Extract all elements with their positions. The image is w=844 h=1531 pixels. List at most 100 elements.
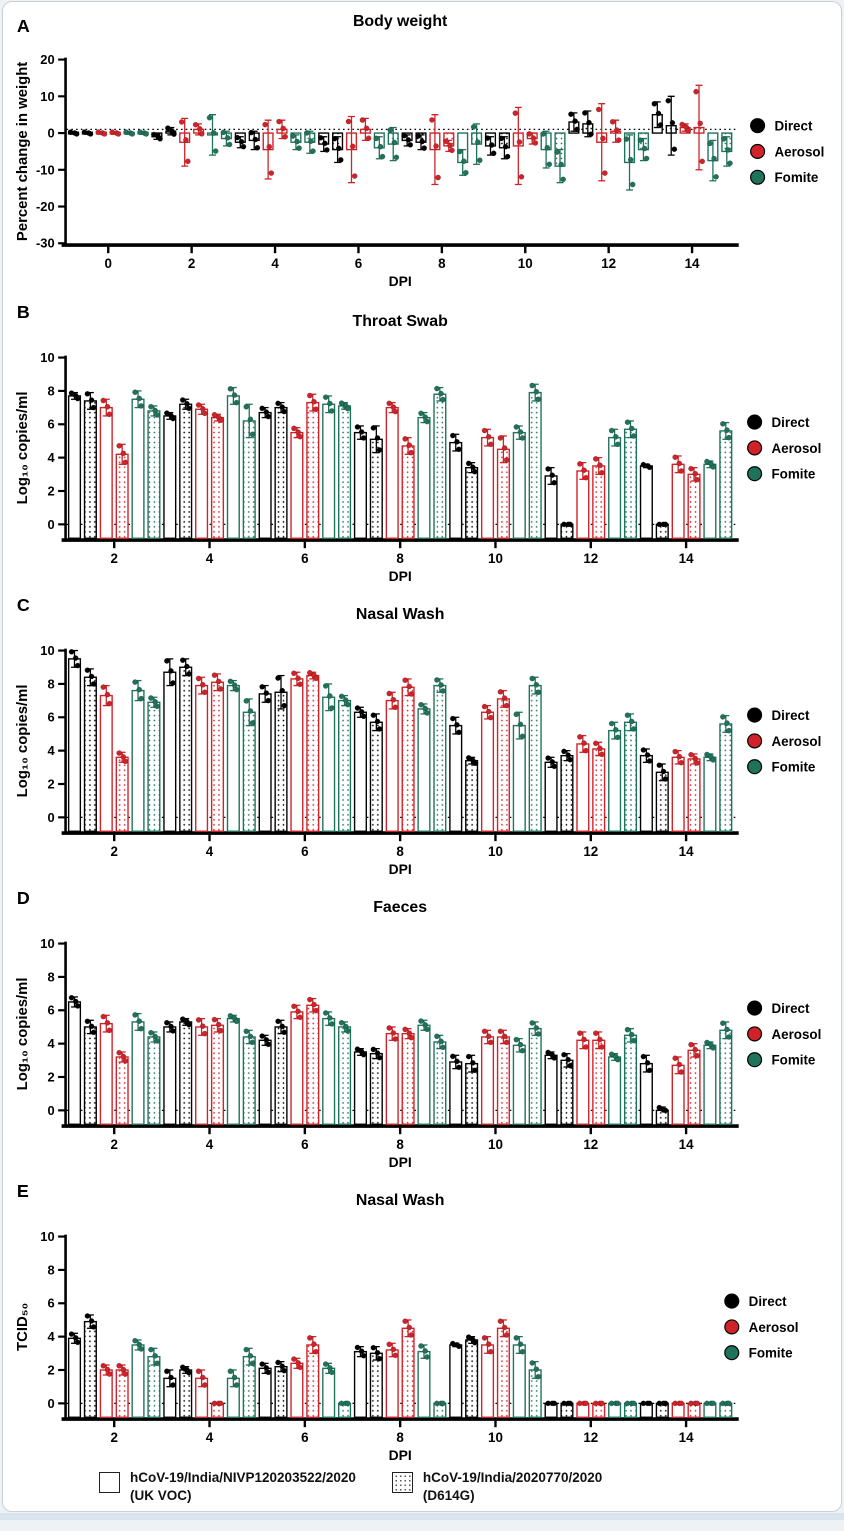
data-point	[215, 678, 222, 685]
data-point	[164, 657, 170, 664]
x-tick-label: 4	[206, 1430, 214, 1445]
data-point	[567, 1400, 573, 1406]
data-point	[370, 425, 377, 431]
bar-fomite-dotted	[623, 721, 638, 832]
data-point	[324, 147, 330, 153]
data-point	[406, 1324, 413, 1330]
data-point	[392, 1352, 399, 1358]
data-point	[440, 396, 446, 403]
data-point	[247, 707, 254, 714]
data-point	[164, 1367, 170, 1374]
data-point	[501, 445, 508, 451]
bar-fomite-open	[512, 431, 526, 539]
data-point	[247, 416, 254, 422]
data-point	[170, 1381, 176, 1388]
x-tick-label: 6	[301, 551, 308, 566]
data-point	[512, 110, 519, 116]
data-point	[303, 130, 310, 136]
data-point	[418, 701, 424, 708]
data-point	[104, 1019, 111, 1026]
data-point	[252, 136, 259, 143]
bar-direct-open	[67, 1337, 82, 1418]
data-point	[535, 1030, 542, 1037]
data-point	[152, 698, 158, 705]
data-point	[628, 718, 635, 725]
data-point	[456, 1343, 462, 1349]
bar-aerosol-dotted	[496, 1035, 510, 1125]
data-point	[419, 138, 426, 145]
data-point	[152, 407, 158, 414]
bar-fomite-dotted	[623, 428, 638, 539]
data-point	[243, 1028, 250, 1034]
data-point	[265, 1369, 272, 1375]
data-point	[262, 121, 268, 128]
data-point	[154, 411, 160, 418]
legend-marker-direct-icon	[747, 1000, 763, 1016]
legend-label-line: hCoV-19/India/2020770/2020	[422, 1470, 603, 1486]
data-point	[327, 1014, 333, 1021]
data-point	[317, 135, 324, 141]
legend-marker-fomite-icon	[747, 758, 763, 775]
data-point	[560, 176, 567, 183]
bar-direct-dotted	[179, 666, 193, 832]
data-point	[322, 140, 328, 147]
y-tick-label: 10	[40, 1229, 54, 1244]
data-point	[279, 1362, 286, 1369]
data-point	[724, 1026, 730, 1032]
bar-aerosol-dotted	[210, 1024, 225, 1125]
bar-direct-open	[353, 1350, 367, 1418]
data-point	[306, 996, 313, 1003]
data-point	[481, 1028, 488, 1034]
data-point	[184, 663, 190, 670]
bar-aerosol-dotted	[687, 473, 701, 539]
bar-direct-open	[353, 711, 367, 832]
bar-aerosol-open	[290, 1010, 304, 1125]
bar-direct-dotted	[560, 754, 574, 832]
data-point	[456, 729, 462, 735]
data-point	[116, 750, 123, 756]
data-point	[281, 1367, 288, 1374]
data-point	[344, 701, 351, 708]
bar-direct-open	[639, 754, 653, 832]
legend-label-aerosol: Aerosol	[771, 734, 821, 749]
data-point	[290, 133, 296, 139]
data-point	[518, 173, 525, 180]
data-point	[276, 118, 282, 125]
data-point	[168, 1023, 174, 1029]
data-point	[220, 129, 227, 136]
data-point	[68, 1330, 75, 1337]
data-point	[697, 120, 704, 127]
data-point	[344, 405, 351, 412]
data-point	[101, 131, 108, 137]
bar-aerosol-open	[99, 1022, 113, 1125]
bar-direct-open	[449, 724, 463, 832]
data-point	[100, 684, 107, 690]
data-point	[693, 88, 699, 95]
data-point	[148, 403, 154, 410]
page-bottom-strip	[0, 1512, 844, 1520]
bar-direct-dotted	[369, 1352, 383, 1418]
panel-throat-swab: B Throat Swab Log₁₀ copies/ml 10 8 6 4 2 0 2 4 6 8 10…	[3, 296, 841, 589]
bar-direct-dotted	[465, 1338, 479, 1418]
data-point	[402, 1317, 408, 1324]
data-point	[310, 148, 316, 154]
data-point	[106, 1027, 113, 1033]
data-point	[544, 144, 551, 151]
y-tick-label: 4	[47, 450, 55, 465]
data-point	[694, 759, 701, 766]
bar-direct-open	[258, 411, 272, 539]
bar-fomite-dotted	[338, 699, 352, 832]
data-point	[210, 130, 217, 136]
data-point	[408, 690, 415, 697]
bar-aerosol-open	[195, 684, 209, 832]
data-point	[498, 135, 505, 142]
data-point	[454, 438, 460, 445]
data-point	[120, 1053, 127, 1059]
data-point	[644, 751, 651, 758]
data-point	[422, 414, 429, 420]
data-point	[238, 138, 245, 145]
data-point	[354, 1045, 361, 1052]
data-point	[294, 138, 300, 145]
bar-fomite-dotted	[242, 420, 256, 539]
data-point	[692, 755, 699, 762]
